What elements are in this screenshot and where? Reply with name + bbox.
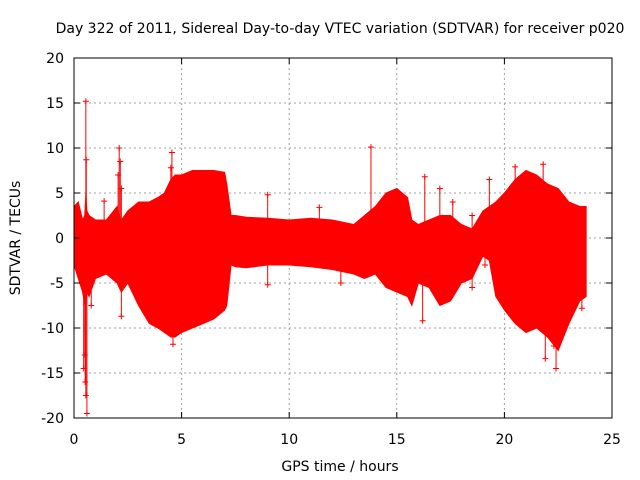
data-point-marker	[512, 163, 519, 170]
data-point-marker	[553, 365, 560, 372]
data-point-marker	[436, 185, 443, 192]
data-point-marker	[419, 317, 426, 324]
y-tick-label: 15	[46, 96, 64, 112]
y-tick-label: 0	[55, 231, 64, 247]
data-point-marker	[578, 305, 585, 312]
data-point-marker	[469, 284, 476, 291]
tick-labels: 0 5 10 15 20 25 -20 -15 -10 -5 0 5 10 15 20	[41, 51, 621, 448]
y-axis-label: SDTVAR / TECUs	[8, 181, 24, 296]
x-tick-label: 20	[495, 432, 513, 448]
data-point-marker	[469, 212, 476, 219]
x-tick-label: 10	[280, 432, 298, 448]
data-point-marker	[82, 98, 89, 105]
data-point-marker	[101, 198, 108, 205]
y-tick-label: -15	[41, 366, 64, 382]
data-point-marker	[486, 176, 493, 183]
y-tick-label: -5	[50, 276, 64, 292]
data-point-marker	[118, 313, 125, 320]
data-point-marker	[116, 145, 123, 151]
data-point-marker	[579, 212, 586, 219]
sdtvar-data-band	[73, 169, 587, 352]
data-point-marker	[169, 341, 176, 348]
axis-ticks	[73, 57, 613, 419]
data-point-marker	[88, 302, 95, 309]
y-tick-label: 10	[46, 141, 64, 157]
x-axis-label: GPS time / hours	[281, 459, 398, 475]
x-tick-label: 0	[70, 432, 79, 448]
data-point-marker	[82, 392, 89, 399]
x-tick-label: 15	[388, 432, 406, 448]
data-point-marker	[337, 280, 344, 286]
data-point-marker	[542, 355, 549, 362]
data-point-marker	[83, 410, 90, 417]
y-tick-label: -20	[41, 411, 64, 427]
data-point-marker	[421, 173, 428, 180]
data-point-marker	[264, 191, 271, 198]
data-series-sdtvar	[73, 98, 587, 417]
y-tick-label: -10	[41, 321, 64, 337]
data-point-marker	[82, 379, 89, 385]
data-point-marker	[264, 281, 271, 288]
data-point-marker	[83, 156, 90, 163]
data-point-marker	[449, 199, 456, 205]
x-tick-label: 25	[603, 432, 621, 448]
chart-title: Day 322 of 2011, Sidereal Day-to-day VTE…	[56, 21, 625, 37]
x-tick-label: 5	[177, 432, 186, 448]
data-point-marker	[316, 204, 323, 211]
data-point-marker	[550, 343, 557, 349]
data-point-marker	[482, 262, 489, 268]
data-point-marker	[117, 158, 124, 165]
data-point-marker	[168, 149, 175, 156]
y-tick-label: 20	[46, 51, 64, 67]
data-point-marker	[115, 172, 122, 178]
data-point-marker	[118, 185, 125, 192]
data-point-marker	[540, 161, 547, 168]
y-tick-label: 5	[55, 186, 64, 202]
data-point-marker	[167, 164, 174, 171]
data-point-marker	[367, 144, 374, 151]
